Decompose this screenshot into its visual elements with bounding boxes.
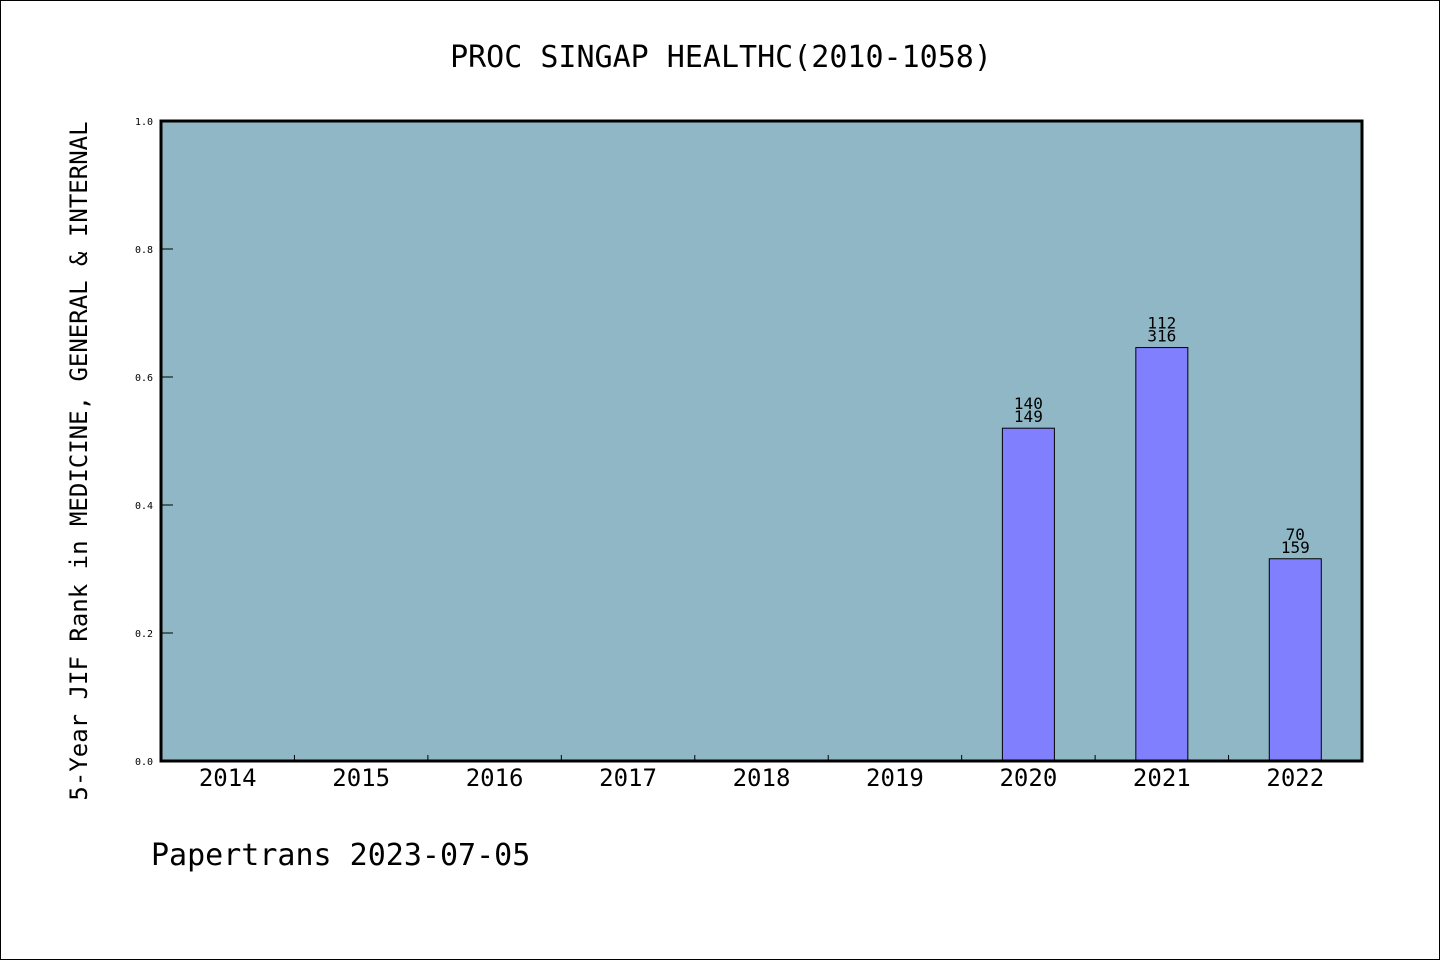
y-tick-label: 0.8 bbox=[135, 245, 153, 256]
bar-label-total-2021: 316 bbox=[1147, 327, 1176, 346]
bar-label-rank-2021: 112 bbox=[1147, 314, 1176, 333]
chart-title: PROC SINGAP HEALTHC(2010-1058) bbox=[450, 40, 992, 75]
plot-border bbox=[159, 119, 1364, 763]
x-tick-label-2021: 2021 bbox=[1133, 764, 1191, 792]
y-tick-label: 1.0 bbox=[135, 117, 153, 128]
y-tick-label: 0.4 bbox=[135, 501, 153, 512]
bar-label-total-2020: 149 bbox=[1014, 407, 1043, 426]
bar-label-total-2022: 159 bbox=[1281, 538, 1310, 557]
footer-credit: Papertrans 2023-07-05 bbox=[151, 838, 530, 873]
y-tick-label: 0.0 bbox=[135, 757, 153, 768]
bar-2021 bbox=[1135, 347, 1189, 762]
x-tick-label-2016: 2016 bbox=[466, 764, 524, 792]
x-tick-label-2019: 2019 bbox=[866, 764, 924, 792]
x-axis-ticks: 2014 2015 2016 2017 2018 2019 2020 2021 2022 bbox=[199, 755, 1324, 792]
x-tick-label-2020: 2020 bbox=[999, 764, 1057, 792]
y-tick-label: 0.2 bbox=[135, 629, 153, 640]
x-tick-label-2015: 2015 bbox=[332, 764, 390, 792]
x-tick-label-2014: 2014 bbox=[199, 764, 257, 792]
x-tick-label-2022: 2022 bbox=[1266, 764, 1324, 792]
bar-label-rank-2022: 70 bbox=[1286, 525, 1305, 544]
y-tick-label: 0.6 bbox=[135, 373, 153, 384]
y-axis-label: 5-Year JIF Rank in MEDICINE, GENERAL & I… bbox=[65, 121, 93, 800]
y-axis-ticks: 0.0 0.2 0.4 0.6 0.8 1.0 bbox=[135, 117, 173, 768]
x-tick-label-2018: 2018 bbox=[733, 764, 791, 792]
x-tick-label-2017: 2017 bbox=[599, 764, 657, 792]
bar-label-rank-2020: 140 bbox=[1014, 394, 1043, 413]
bar-2020 bbox=[1001, 427, 1055, 762]
bar-2022 bbox=[1268, 558, 1322, 762]
